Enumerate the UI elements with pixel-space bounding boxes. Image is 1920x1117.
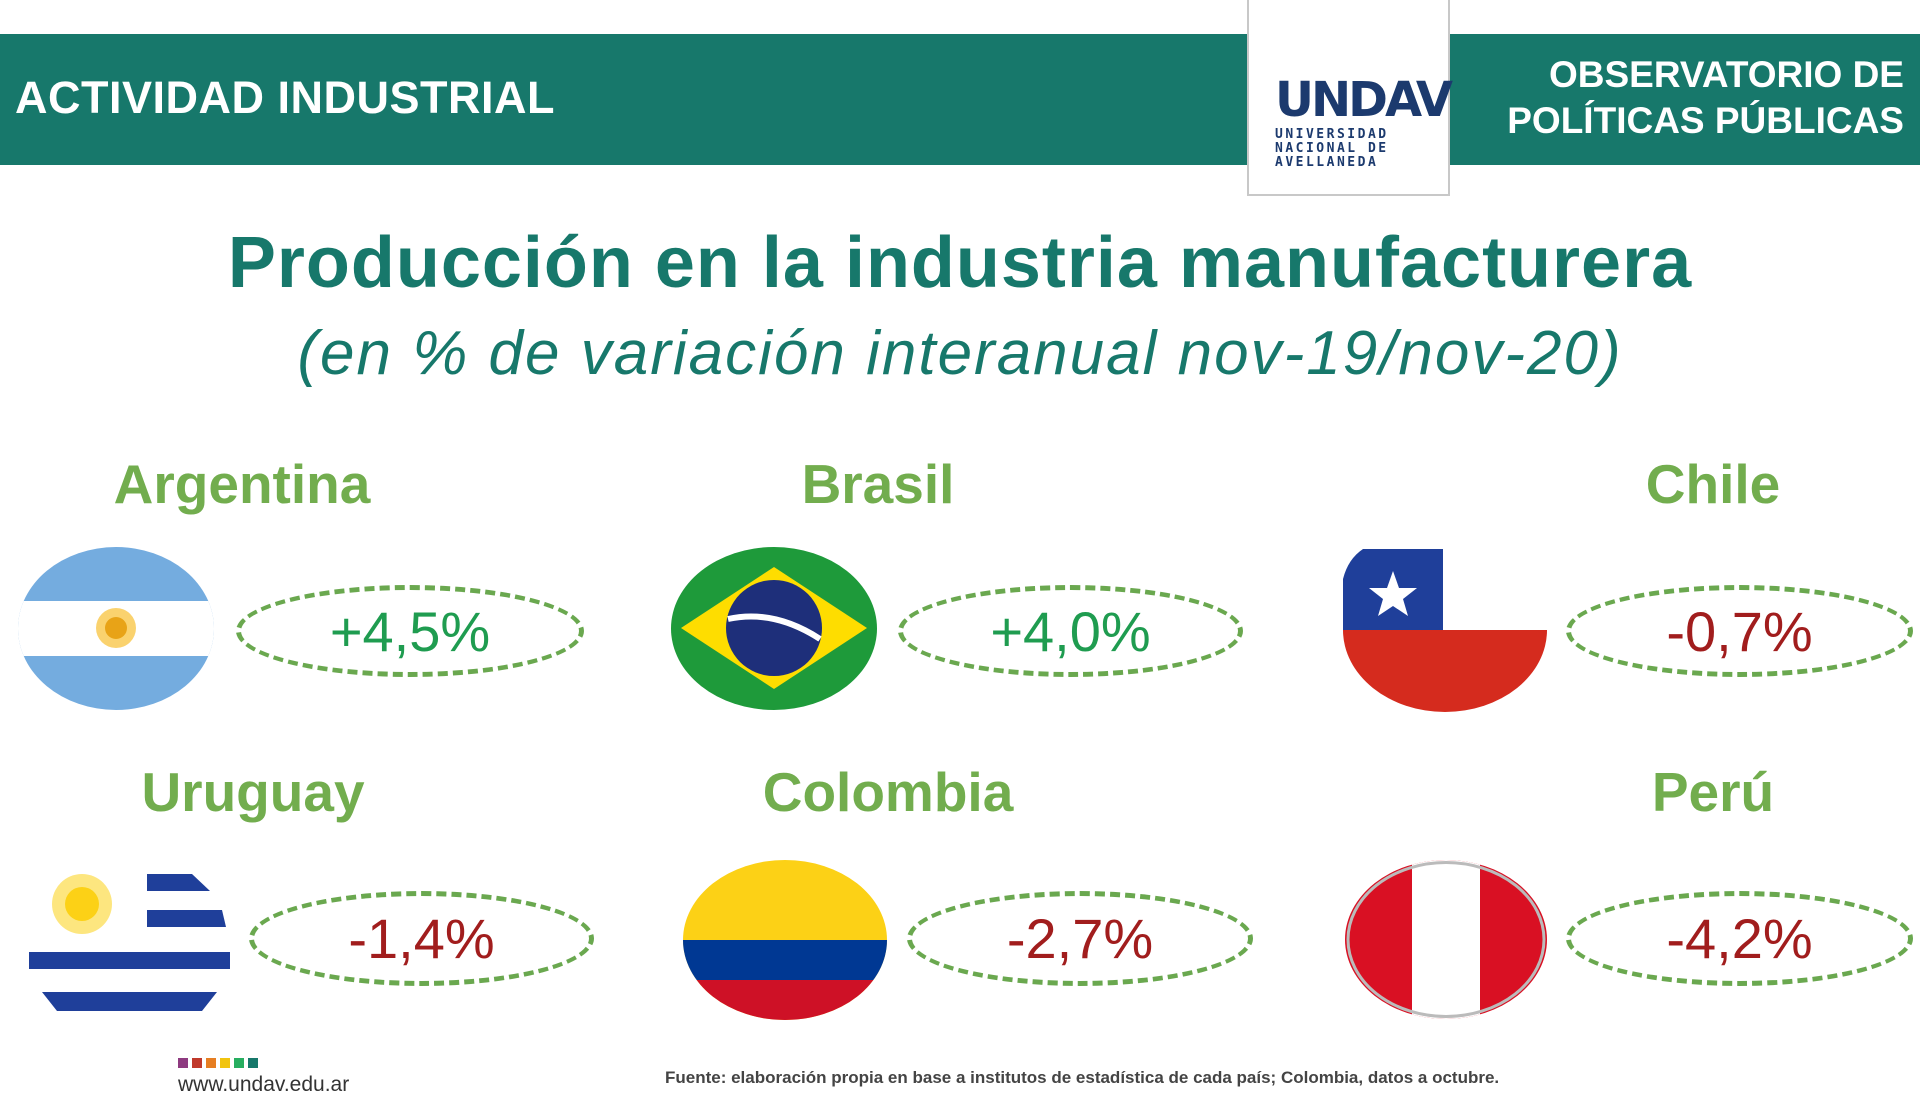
chile-flag-icon xyxy=(1343,549,1547,712)
main-title: Producción en la industria manufacturera xyxy=(227,223,1693,303)
source-note: Fuente: elaboración propia en base a ins… xyxy=(665,1068,1500,1087)
logo-text: UNIVERSIDAD NACIONAL DE AVELLANEDA xyxy=(1275,128,1389,170)
value-peru: -4,2% xyxy=(1566,891,1913,986)
value-colombia: -2,7% xyxy=(907,891,1253,986)
country-name-brasil: Brasil xyxy=(801,453,955,515)
observatory-line-1: OBSERVATORIO DE xyxy=(1549,54,1904,95)
logo-mark: UNDAV xyxy=(1275,72,1453,128)
undav-logo: UNDAV UNIVERSIDAD NACIONAL DE AVELLANEDA xyxy=(1247,0,1453,196)
country-name-colombia: Colombia xyxy=(762,761,1014,823)
peru-flag-icon xyxy=(1345,860,1547,1019)
value-uruguay: -1,4% xyxy=(249,891,594,986)
uruguay-flag-icon xyxy=(29,874,230,1011)
brand-color-dots xyxy=(178,1058,258,1068)
website-url: www.undav.edu.ar xyxy=(178,1073,350,1096)
colombia-flag-icon xyxy=(683,860,887,1020)
value-chile: -0,7% xyxy=(1566,585,1913,677)
argentina-flag-icon xyxy=(18,547,214,710)
logo-line-3: AVELLANEDA xyxy=(1275,155,1379,170)
country-name-peru: Perú xyxy=(1651,761,1775,823)
header-band xyxy=(0,34,1920,165)
value-brasil: +4,0% xyxy=(898,585,1243,677)
observatory-title: OBSERVATORIO DE POLÍTICAS PÚBLICAS xyxy=(1507,52,1904,144)
value-argentina: +4,5% xyxy=(236,585,584,677)
section-title: ACTIVIDAD INDUSTRIAL xyxy=(15,72,555,123)
subtitle: (en % de variación interanual nov-19/nov… xyxy=(297,319,1623,388)
logo-line-1: UNIVERSIDAD xyxy=(1275,127,1389,142)
country-name-uruguay: Uruguay xyxy=(141,761,365,823)
logo-line-2: NACIONAL DE xyxy=(1275,141,1389,156)
brazil-flag-icon xyxy=(671,547,877,710)
country-name-argentina: Argentina xyxy=(113,453,371,515)
country-name-chile: Chile xyxy=(1645,453,1781,515)
observatory-line-2: POLÍTICAS PÚBLICAS xyxy=(1507,100,1904,141)
